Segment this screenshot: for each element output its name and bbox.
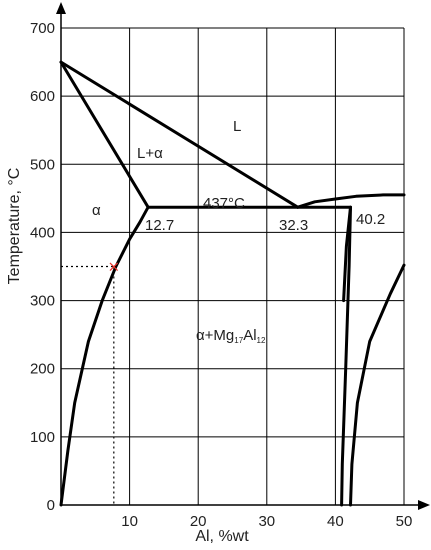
phase-boundary-line — [340, 205, 352, 507]
y-tick-label: 500 — [30, 156, 55, 173]
x-tick-label: 40 — [327, 513, 344, 530]
x-axis-arrow-icon — [418, 500, 430, 510]
x-tick-labels: 10 20 30 40 50 — [121, 513, 412, 530]
y-tick-label: 400 — [30, 224, 55, 241]
y-tick-labels: 0 100 200 300 400 500 600 700 — [30, 20, 55, 514]
label-alpha: α — [92, 202, 101, 219]
x-tick-label: 30 — [258, 513, 275, 530]
x-tick-label: 20 — [190, 513, 207, 530]
label-solvus-right: 40.2 — [356, 211, 385, 228]
label-alpha-mg17al12: α+Mg17Al12 — [196, 327, 266, 345]
phase-boundary-line — [342, 205, 352, 303]
phase-boundary-line — [349, 263, 406, 507]
label-eutectic-right: 32.3 — [279, 217, 308, 234]
marked-point: × — [108, 258, 121, 276]
label-liquid: L — [233, 118, 241, 135]
x-tick-label: 10 — [121, 513, 138, 530]
y-axis-title: Temperature, °C — [6, 168, 23, 285]
y-tick-label: 100 — [30, 429, 55, 446]
y-tick-label: 600 — [30, 88, 55, 105]
x-axis-title: Al, %wt — [195, 528, 249, 545]
phase-boundaries — [59, 60, 406, 507]
marked-point-guides — [61, 265, 115, 505]
y-tick-label: 300 — [30, 293, 55, 310]
y-tick-label: 200 — [30, 361, 55, 378]
y-tick-label: 0 — [47, 497, 55, 514]
y-axis-arrow-icon — [56, 2, 66, 14]
phase-boundary-line — [296, 193, 406, 209]
label-eutectic-left: 12.7 — [145, 217, 174, 234]
y-tick-label: 700 — [30, 20, 55, 37]
label-eutectic-temperature: 437°C — [203, 195, 245, 212]
label-liquid-alpha: L+α — [137, 145, 163, 162]
phase-boundary-line — [59, 60, 150, 209]
axes — [56, 2, 430, 510]
x-tick-label: 50 — [396, 513, 413, 530]
marked-point-icon: × — [108, 258, 121, 276]
phase-boundary-line — [59, 60, 300, 209]
phase-boundary-line — [59, 205, 150, 507]
